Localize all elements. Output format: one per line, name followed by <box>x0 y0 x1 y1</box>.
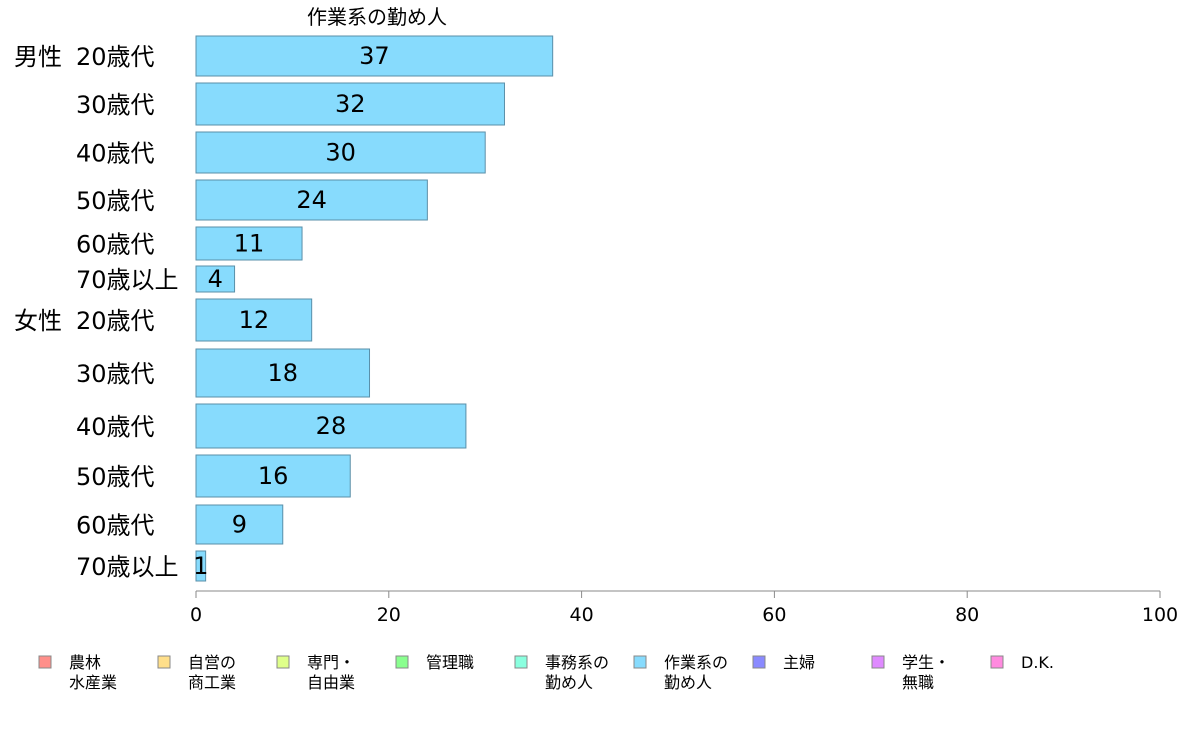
data-label: 18 <box>267 359 298 387</box>
data-label: 16 <box>258 462 289 490</box>
category-label: 50歳代 <box>76 463 155 491</box>
legend-label: 主婦 <box>783 653 815 672</box>
legend-swatch <box>752 655 766 669</box>
legend-label: 商工業 <box>188 673 236 692</box>
category-label: 20歳代 <box>76 307 155 335</box>
data-label: 1 <box>193 552 208 580</box>
legend-label: D.K. <box>1021 653 1054 672</box>
legend-label: 自由業 <box>307 673 355 692</box>
bar <box>195 226 303 261</box>
data-label: 12 <box>239 306 270 334</box>
x-tick-label: 20 <box>377 604 401 626</box>
legend-label: 作業系の <box>664 653 728 672</box>
category-label: 40歳代 <box>76 140 155 168</box>
x-tick-label: 60 <box>762 604 786 626</box>
category-label: 50歳代 <box>76 187 155 215</box>
group-label: 女性 <box>14 307 62 335</box>
category-label: 70歳以上 <box>76 266 179 294</box>
legend-swatch <box>38 655 52 669</box>
bar <box>195 504 284 545</box>
legend-swatch <box>276 655 290 669</box>
data-label: 9 <box>232 511 247 539</box>
data-label: 24 <box>296 186 327 214</box>
bar <box>195 131 486 174</box>
legend-label: 無職 <box>902 673 934 692</box>
legend-label: 学生・ <box>902 653 950 672</box>
x-tick-label: 80 <box>955 604 979 626</box>
category-label: 60歳代 <box>76 231 155 259</box>
bars: 37 32 30 24 11 4 12 18 28 16 91 <box>193 35 554 582</box>
category-label: 30歳代 <box>76 360 155 388</box>
bar <box>195 454 351 498</box>
data-label: 32 <box>335 90 366 118</box>
legend-label: 勤め人 <box>664 673 712 692</box>
group-label: 男性 <box>14 43 62 71</box>
legend-label: 農林 <box>69 653 101 672</box>
data-label: 4 <box>208 265 223 293</box>
x-tick-label: 40 <box>570 604 594 626</box>
category-label: 60歳代 <box>76 512 155 540</box>
category-labels: 20歳代男性30歳代40歳代50歳代60歳代70歳以上20歳代女性30歳代40歳… <box>14 43 179 581</box>
chart-title: 作業系の勤め人 <box>307 5 447 29</box>
bar <box>195 298 313 342</box>
legend-label: 水産業 <box>69 673 117 692</box>
legend-swatch <box>871 655 885 669</box>
bar <box>195 179 428 221</box>
data-label: 28 <box>316 412 347 440</box>
bar <box>195 265 236 293</box>
legend-swatch <box>990 655 1004 669</box>
bar <box>195 82 505 126</box>
legend-swatch <box>514 655 528 669</box>
data-label: 11 <box>234 230 265 258</box>
legend-swatch <box>157 655 171 669</box>
category-label: 40歳代 <box>76 413 155 441</box>
x-tick-label: 100 <box>1142 604 1178 626</box>
bar <box>195 550 207 582</box>
category-label: 20歳代 <box>76 43 155 71</box>
legend-label: 管理職 <box>426 653 474 672</box>
bar <box>195 35 554 77</box>
legend-label: 勤め人 <box>545 673 593 692</box>
data-label: 30 <box>325 139 356 167</box>
legend-swatch <box>395 655 409 669</box>
bar <box>195 348 371 398</box>
legend-label: 専門・ <box>307 653 355 672</box>
legend-label: 事務系の <box>545 653 609 672</box>
legend-swatch <box>633 655 647 669</box>
x-tick-label: 0 <box>190 604 202 626</box>
x-axis: 0 20 40 60 80 100 <box>190 590 1178 626</box>
legend-label: 自営の <box>188 653 236 672</box>
category-label: 70歳以上 <box>76 553 179 581</box>
category-label: 30歳代 <box>76 91 155 119</box>
data-label: 37 <box>359 42 390 70</box>
bar <box>195 403 467 449</box>
